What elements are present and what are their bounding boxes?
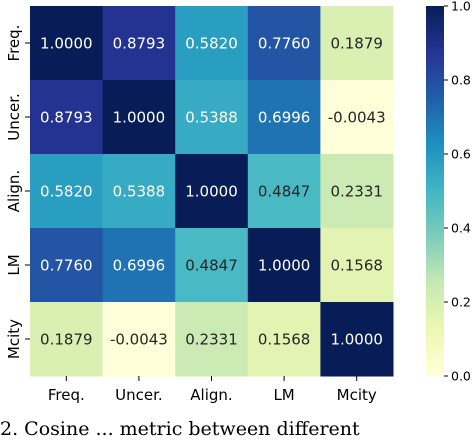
heatmap-cell-labels: 1.0000 0.8793 0.5820 0.7760 0.1879 0.8793 1.00… <box>40 35 386 349</box>
heatmap-cell <box>175 228 249 303</box>
cell-value-label: 1.0000 <box>330 331 383 349</box>
cell-value-label: 0.4847 <box>185 257 238 275</box>
heatmap-cell <box>30 228 104 303</box>
heatmap-cell <box>30 302 104 377</box>
cell-value-label: 1.0000 <box>40 35 93 53</box>
cell-value-label: -0.0043 <box>328 109 386 127</box>
heatmap-cell <box>247 6 321 81</box>
heatmap-cell <box>320 154 394 229</box>
cell-value-label: 0.8793 <box>40 109 93 127</box>
heatmap-cell <box>175 6 249 81</box>
cell-value-label: 0.5388 <box>113 183 166 201</box>
cell-value-label: 0.8793 <box>113 35 166 53</box>
cell-value-label: 0.5820 <box>185 35 238 53</box>
cell-value-label: 0.1568 <box>258 331 311 349</box>
x-tick-label: Uncer. <box>115 386 163 404</box>
colorbar-gradient <box>426 6 444 376</box>
heatmap-cell <box>30 154 104 229</box>
cell-value-label: 0.1879 <box>40 331 93 349</box>
cell-value-label: 0.2331 <box>185 331 238 349</box>
colorbar: 0.0 0.2 0.4 0.6 0.8 1.0 <box>426 0 471 384</box>
colorbar-tick-label: 0.8 <box>451 73 471 88</box>
heatmap-cell <box>320 228 394 303</box>
heatmap-cell <box>247 302 321 377</box>
y-tick-label: Uncer. <box>5 93 23 141</box>
x-axis-ticks: Freq. Uncer. Align. LM Mcity <box>48 376 377 404</box>
heatmap-cell <box>247 154 321 229</box>
heatmap-cell <box>102 6 176 81</box>
cell-value-label: 1.0000 <box>185 183 238 201</box>
y-tick-label: LM <box>5 254 23 275</box>
cell-value-label: 0.5388 <box>185 109 238 127</box>
x-tick-label: Align. <box>190 386 232 404</box>
heatmap-cell <box>102 80 176 155</box>
y-tick-label: Align. <box>5 170 23 212</box>
heatmap-cell <box>30 6 104 81</box>
x-tick-label: Freq. <box>48 386 85 404</box>
heatmap-cell <box>175 80 249 155</box>
cell-value-label: 0.6996 <box>258 109 311 127</box>
cell-value-label: 0.1568 <box>330 257 383 275</box>
cell-value-label: 0.4847 <box>258 183 311 201</box>
colorbar-tick-label: 0.4 <box>451 221 471 236</box>
heatmap-cell <box>320 302 394 377</box>
colorbar-tick-label: 0.6 <box>451 147 471 162</box>
cell-value-label: 0.6996 <box>113 257 166 275</box>
heatmap-cell <box>247 228 321 303</box>
x-tick-label: Mcity <box>337 386 377 404</box>
heatmap-cell <box>320 80 394 155</box>
cell-value-label: 1.0000 <box>113 109 166 127</box>
heatmap-cell <box>102 154 176 229</box>
heatmap-cell <box>320 6 394 81</box>
colorbar-tick-label: 0.2 <box>451 295 471 310</box>
colorbar-tick-label: 0.0 <box>451 369 471 384</box>
heatmap-cell <box>102 228 176 303</box>
cell-value-label: -0.0043 <box>110 331 168 349</box>
figure-caption: 2. Cosine ... metric between different <box>0 418 360 440</box>
heatmap-cell <box>175 302 249 377</box>
heatmap-cell <box>30 80 104 155</box>
cell-value-label: 0.5820 <box>40 183 93 201</box>
y-axis-ticks: Freq. Uncer. Align. LM Mcity <box>5 25 30 359</box>
heatmap-cells <box>30 6 394 377</box>
cell-value-label: 0.7760 <box>258 35 311 53</box>
y-tick-label: Freq. <box>5 25 23 62</box>
cell-value-label: 0.2331 <box>330 183 383 201</box>
x-tick-label: LM <box>273 386 294 404</box>
cell-value-label: 0.1879 <box>330 35 383 53</box>
y-tick-label: Mcity <box>5 319 23 359</box>
heatmap-cell <box>247 80 321 155</box>
colorbar-tick-label: 1.0 <box>451 0 471 14</box>
heatmap-cell <box>102 302 176 377</box>
cell-value-label: 1.0000 <box>258 257 311 275</box>
cell-value-label: 0.7760 <box>40 257 93 275</box>
heatmap-cell <box>175 154 249 229</box>
